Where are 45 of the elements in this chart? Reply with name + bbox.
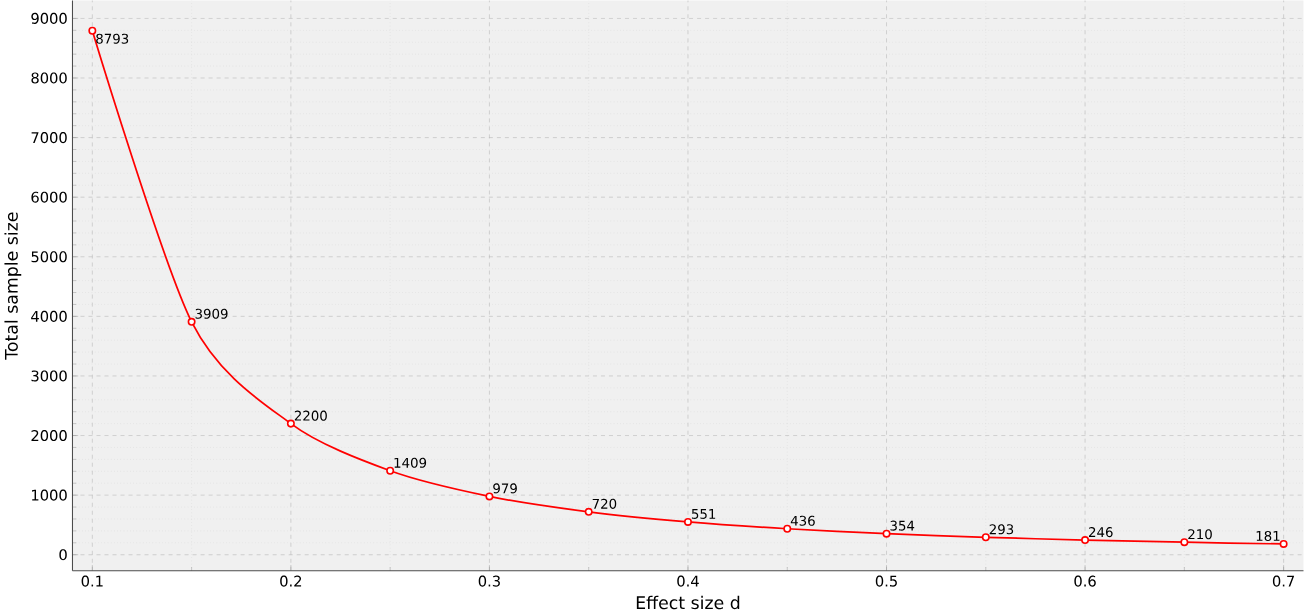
data-label: 979 bbox=[493, 483, 517, 494]
point bbox=[187, 317, 196, 326]
data-label: 354 bbox=[890, 520, 915, 531]
point bbox=[783, 524, 792, 533]
point bbox=[584, 507, 593, 516]
x-tick-label: 0.3 bbox=[478, 575, 500, 587]
x-tick-label: 0.7 bbox=[1272, 575, 1295, 587]
point bbox=[485, 492, 494, 501]
data-label: 1409 bbox=[394, 457, 427, 468]
data-label: 246 bbox=[1088, 527, 1113, 538]
x-tick-label: 0.6 bbox=[1074, 575, 1096, 587]
x-tick-label: 0.1 bbox=[81, 575, 103, 587]
point bbox=[88, 26, 97, 35]
x-tick-label: 0.4 bbox=[677, 575, 699, 587]
data-label: 210 bbox=[1188, 529, 1212, 540]
point bbox=[386, 466, 395, 475]
point bbox=[1180, 538, 1189, 547]
point bbox=[286, 419, 295, 428]
x-tick-label: 0.2 bbox=[280, 575, 302, 587]
y-tick-label: 7000 bbox=[31, 132, 67, 144]
data-label: 2200 bbox=[294, 410, 327, 421]
data-label: 181 bbox=[1256, 531, 1280, 542]
point bbox=[683, 518, 692, 527]
y-axis-title: Total sample size bbox=[4, 212, 22, 360]
data-label: 720 bbox=[592, 498, 617, 510]
y-tick-label: 0 bbox=[59, 549, 67, 561]
y-tick-label: 8000 bbox=[31, 72, 67, 84]
y-tick-label: 3000 bbox=[31, 370, 67, 382]
point bbox=[1279, 540, 1288, 549]
data-label: 3909 bbox=[195, 308, 228, 319]
x-axis-title: Effect size d bbox=[636, 595, 740, 610]
point bbox=[1081, 536, 1090, 545]
y-tick-label: 1000 bbox=[32, 489, 67, 501]
x-tick-label: 0.5 bbox=[875, 575, 897, 587]
y-tick-label: 2000 bbox=[31, 430, 67, 442]
data-label: 293 bbox=[989, 524, 1014, 535]
data-label: 436 bbox=[790, 515, 815, 526]
y-tick-label: 9000 bbox=[31, 13, 67, 25]
point bbox=[981, 533, 990, 542]
point bbox=[882, 529, 891, 538]
y-tick-label: 4000 bbox=[31, 310, 67, 323]
data-label: 8793 bbox=[96, 33, 129, 44]
y-tick-label: 5000 bbox=[31, 251, 67, 263]
data-label: 551 bbox=[691, 509, 716, 520]
y-tick-label: 6000 bbox=[31, 191, 67, 203]
